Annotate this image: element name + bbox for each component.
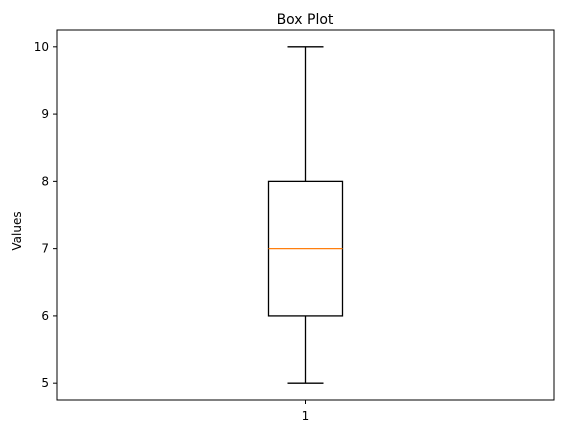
y-tick-label: 6: [41, 309, 49, 323]
y-tick-label: 7: [41, 242, 49, 256]
y-axis-label: Values: [10, 211, 24, 250]
y-tick-label: 10: [34, 40, 49, 54]
x-tick-label: 1: [302, 409, 310, 423]
y-tick-label: 8: [41, 174, 49, 188]
chart-title: Box Plot: [277, 12, 334, 28]
plot-area: 5 6 7 8 9 10 1: [34, 40, 344, 423]
plot-frame: [56, 29, 555, 401]
y-tick-label: 9: [41, 107, 49, 121]
y-tick-label: 5: [41, 376, 49, 390]
